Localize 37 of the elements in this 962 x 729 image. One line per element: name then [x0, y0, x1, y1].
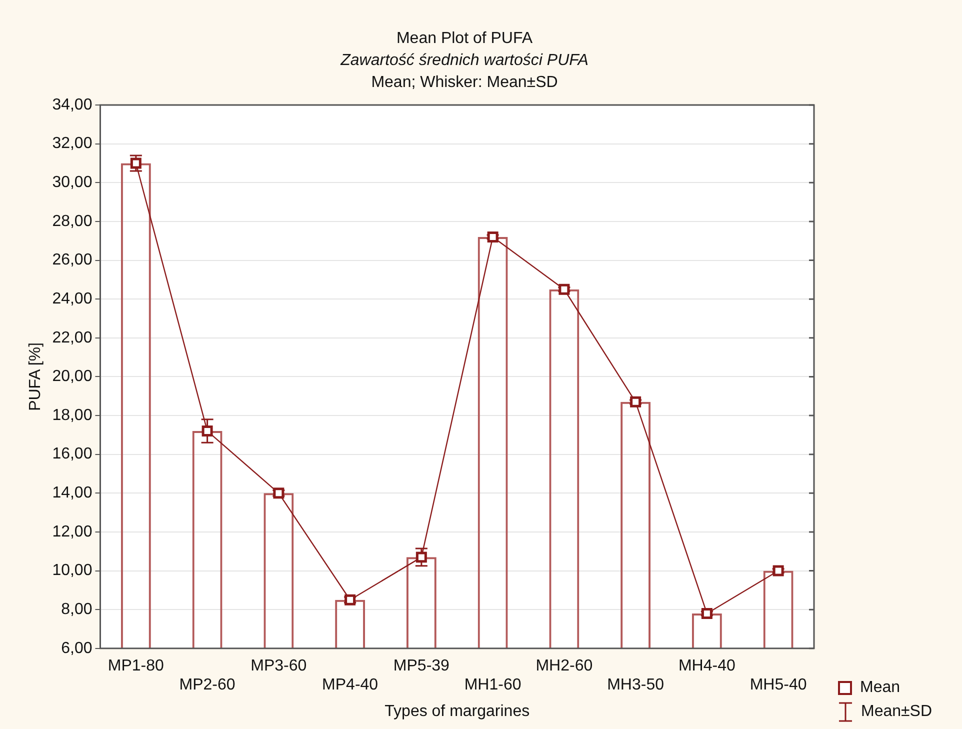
y-tick-label: 32,00 — [52, 135, 92, 152]
x-tick-label: MH4-40 — [678, 657, 736, 674]
y-tick-label: 12,00 — [52, 523, 92, 540]
x-tick-label: MH1-60 — [464, 676, 522, 694]
y-axis-title: PUFA [%] — [27, 342, 44, 411]
point — [630, 396, 642, 408]
x-tick-label: MP2-60 — [179, 676, 236, 694]
x-tick-label: MP1-80 — [108, 657, 164, 674]
y-tick-label: 22,00 — [52, 329, 92, 346]
point — [701, 608, 712, 619]
x-tick-label: MH3-50 — [607, 676, 664, 694]
text: Mean±SD — [861, 703, 932, 721]
point — [202, 426, 213, 437]
text: Mean; Whisker: Mean±SD — [370, 73, 559, 93]
x-tick-label: MP5-39 — [393, 657, 450, 674]
chart-title: Mean Plot of PUFA — [395, 29, 534, 49]
x-axis-title: Types of margarines — [384, 702, 530, 720]
y-tick-label: 26,00 — [52, 252, 92, 269]
y-tick-label: 28,00 — [52, 212, 92, 230]
x-tick-label: MP4-40 — [322, 676, 378, 694]
chart-subtitle: Zawartość średnich wartości PUFA — [339, 51, 590, 71]
y-tick-label: 20,00 — [52, 368, 92, 386]
y-tick-label: 34,00 — [52, 96, 92, 114]
y-tick-label: 8,00 — [61, 600, 92, 618]
x-tick-label: MH2-60 — [536, 657, 593, 674]
y-tick-label: 30,00 — [52, 174, 92, 192]
legend-label: Mean — [860, 679, 900, 697]
y-tick-label: 14,00 — [52, 484, 92, 502]
y-tick-label: 10,00 — [52, 562, 92, 580]
point — [558, 284, 570, 295]
y-tick-label: 18,00 — [52, 406, 92, 424]
point — [487, 231, 498, 242]
y-tick-label: 24,00 — [52, 290, 92, 308]
x-tick-label: MP3-60 — [250, 657, 307, 674]
x-tick-label: MH5-40 — [750, 676, 807, 694]
y-tick-label: 16,00 — [52, 446, 92, 463]
y-tick-label: 6,00 — [61, 640, 92, 657]
